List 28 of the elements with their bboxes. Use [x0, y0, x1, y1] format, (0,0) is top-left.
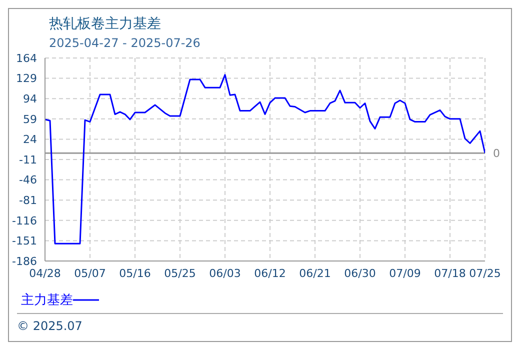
x-tick-label: 07/09 — [389, 266, 421, 280]
x-tick-label: 05/07 — [74, 266, 106, 280]
x-tick-label: 05/16 — [119, 266, 151, 280]
x-tick-label: 06/30 — [344, 266, 376, 280]
y-tick-label: 129 — [16, 72, 37, 86]
y-tick-label: -81 — [19, 194, 37, 208]
x-tick-label: 05/25 — [164, 266, 196, 280]
y-tick-label: 94 — [23, 92, 37, 106]
y-tick-label: -46 — [19, 174, 37, 187]
x-tick-label: 07/25 — [469, 266, 501, 280]
ref-line-label: 0 — [493, 147, 500, 160]
y-tick-label: -116 — [12, 214, 37, 228]
line-series — [45, 74, 485, 244]
text: © 2025.07 — [17, 319, 82, 333]
y-tick-label: 164 — [16, 52, 37, 65]
y-tick-label: -186 — [12, 254, 37, 268]
y-tick-label: 24 — [23, 133, 37, 146]
y-tick-label: 59 — [23, 112, 37, 126]
y-tick-label: -11 — [19, 153, 37, 166]
x-tick-label: 07/18 — [434, 266, 466, 280]
x-tick-label: 06/03 — [209, 266, 241, 280]
y-tick-label: -151 — [12, 234, 37, 248]
chart-title: 热轧板卷主力基差 — [49, 15, 161, 33]
chart-subtitle: 2025-04-27 - 2025-07-26 — [49, 36, 200, 50]
legend-label: 主力基差 — [21, 292, 74, 309]
x-tick-label: 06/21 — [299, 266, 331, 280]
x-tick-label: 06/12 — [254, 266, 286, 280]
x-tick-label: 04/28 — [29, 266, 61, 280]
